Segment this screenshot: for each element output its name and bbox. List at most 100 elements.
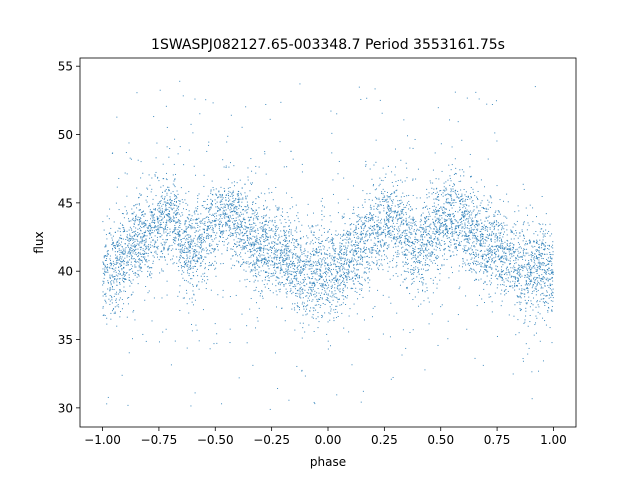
- data-point: [274, 254, 276, 256]
- data-point: [280, 266, 282, 268]
- data-point: [342, 276, 344, 278]
- data-point: [237, 237, 239, 239]
- data-point: [514, 286, 516, 288]
- data-point: [200, 275, 202, 277]
- data-point: [135, 238, 137, 240]
- data-point: [119, 254, 121, 256]
- data-point: [204, 200, 206, 202]
- data-point: [458, 265, 460, 267]
- data-point: [541, 241, 543, 243]
- data-point: [328, 290, 330, 292]
- data-point: [115, 263, 117, 265]
- data-point: [527, 276, 529, 278]
- data-point: [188, 221, 190, 223]
- data-point: [381, 198, 383, 200]
- data-point: [443, 253, 445, 255]
- data-point: [339, 279, 341, 281]
- data-point: [436, 243, 438, 245]
- data-point: [131, 208, 133, 210]
- data-point: [472, 253, 474, 255]
- data-point: [393, 192, 395, 194]
- data-point: [473, 263, 475, 265]
- data-point: [249, 281, 251, 283]
- data-point: [124, 206, 126, 208]
- data-point: [551, 271, 553, 273]
- data-point: [299, 83, 301, 85]
- data-point: [465, 227, 467, 229]
- data-point: [260, 228, 262, 230]
- data-point: [450, 244, 452, 246]
- data-point: [244, 222, 246, 224]
- data-point: [326, 274, 328, 276]
- data-point: [146, 235, 148, 237]
- data-point: [236, 234, 237, 236]
- data-point: [252, 203, 254, 205]
- data-point: [509, 281, 511, 283]
- data-point: [435, 249, 437, 251]
- data-point: [126, 261, 128, 263]
- data-point: [378, 254, 380, 256]
- data-point: [221, 201, 223, 203]
- data-point: [386, 225, 388, 227]
- data-point: [109, 260, 111, 262]
- data-point: [237, 195, 239, 197]
- data-point: [356, 264, 358, 266]
- data-point: [498, 210, 500, 212]
- data-point: [456, 220, 458, 222]
- data-point: [190, 224, 192, 226]
- data-point: [461, 221, 463, 222]
- data-point: [295, 292, 297, 294]
- data-point: [488, 215, 490, 217]
- data-point: [460, 189, 462, 191]
- data-point: [120, 263, 122, 265]
- data-point: [528, 265, 530, 267]
- data-point: [185, 192, 187, 194]
- data-point: [356, 214, 358, 216]
- data-point: [295, 295, 297, 297]
- data-point: [540, 278, 542, 280]
- data-point: [306, 261, 308, 263]
- data-point: [528, 268, 530, 270]
- data-point: [200, 213, 202, 215]
- data-point: [529, 204, 531, 206]
- data-point: [263, 239, 265, 240]
- data-point: [486, 236, 488, 238]
- data-point: [186, 265, 188, 267]
- data-point: [172, 183, 174, 185]
- data-point: [183, 251, 185, 253]
- data-point: [549, 253, 551, 255]
- data-point: [133, 231, 135, 233]
- data-point: [361, 204, 363, 206]
- data-point: [395, 243, 397, 245]
- data-point: [305, 310, 307, 312]
- data-point: [253, 243, 255, 245]
- data-point: [247, 176, 249, 178]
- data-point: [281, 269, 283, 271]
- data-point: [552, 244, 554, 246]
- data-point: [417, 288, 419, 290]
- data-point: [530, 251, 532, 253]
- data-point: [116, 241, 118, 243]
- data-point: [441, 170, 443, 172]
- data-point: [382, 167, 384, 169]
- data-point: [342, 287, 344, 289]
- data-point: [135, 214, 137, 216]
- data-point: [182, 214, 184, 216]
- data-point: [219, 218, 221, 220]
- data-point: [158, 201, 160, 203]
- data-point: [214, 238, 216, 240]
- data-point: [232, 197, 234, 199]
- data-point: [269, 290, 271, 292]
- data-point: [334, 290, 336, 292]
- data-point: [521, 264, 523, 266]
- data-point: [175, 227, 177, 229]
- data-point: [365, 233, 367, 235]
- data-point: [521, 229, 523, 231]
- data-point: [204, 268, 206, 270]
- data-point: [233, 209, 235, 211]
- data-point: [309, 286, 311, 288]
- data-point: [437, 264, 439, 266]
- data-point: [290, 231, 292, 233]
- data-point: [215, 212, 217, 214]
- data-point: [449, 119, 451, 121]
